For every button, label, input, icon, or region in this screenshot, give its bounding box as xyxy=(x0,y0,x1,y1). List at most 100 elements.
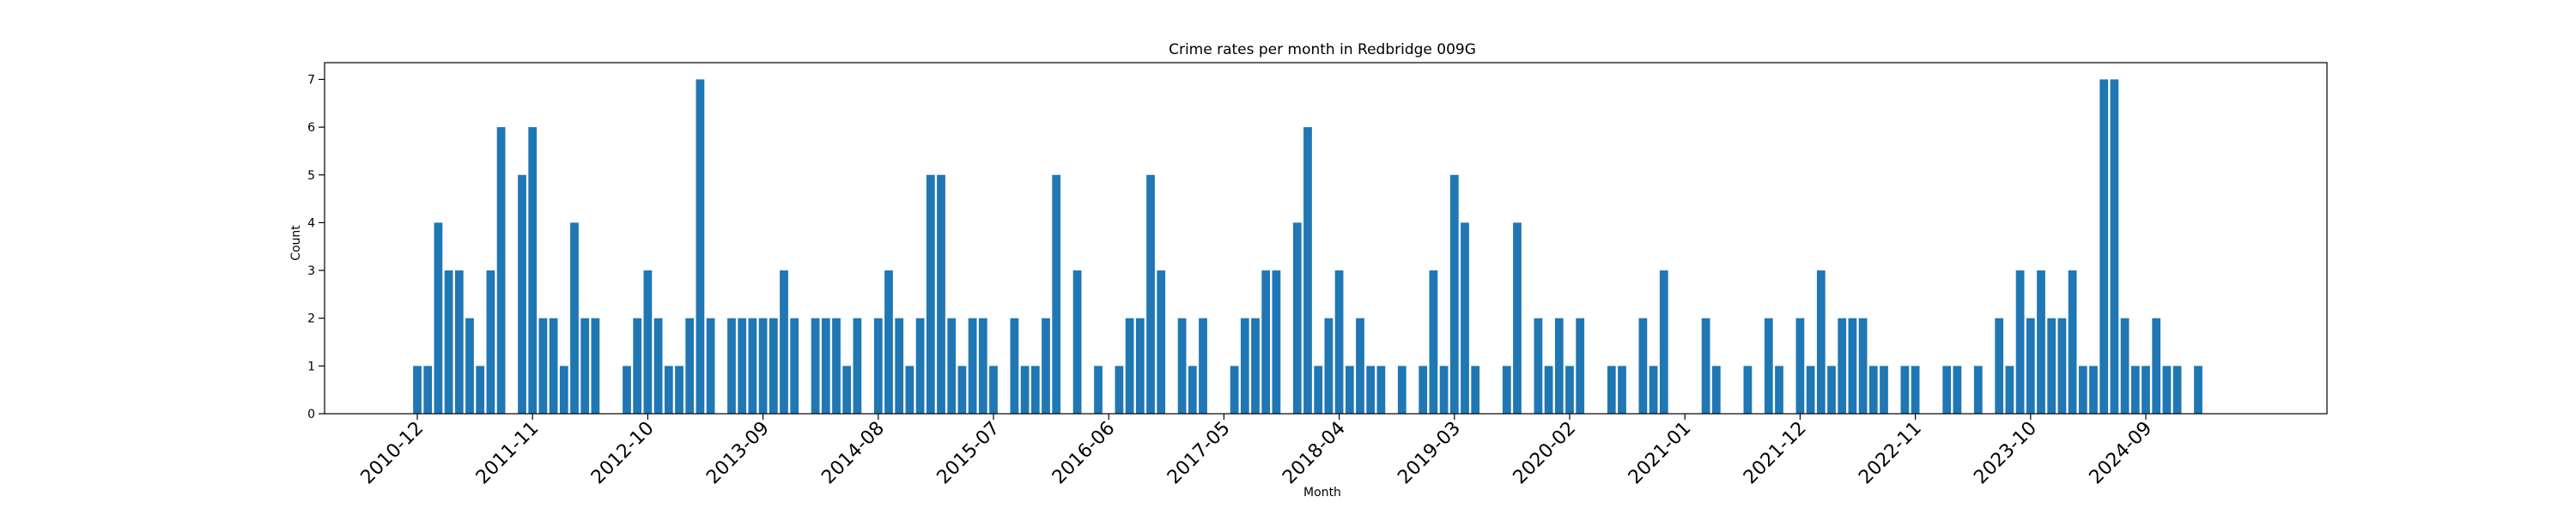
x-tick-label: 2022-11 xyxy=(1855,418,1926,489)
bar xyxy=(1292,222,1302,414)
bar xyxy=(738,318,747,414)
y-tick-label: 6 xyxy=(307,121,315,135)
x-tick-label: 2013-09 xyxy=(702,418,774,489)
bar xyxy=(1659,270,1668,414)
bar xyxy=(2026,318,2035,414)
x-tick-label: 2014-08 xyxy=(817,418,889,489)
y-axis: 0 1 2 3 4 5 6 7 xyxy=(307,73,325,421)
bar xyxy=(2099,79,2109,414)
bar xyxy=(1618,366,1626,414)
bar xyxy=(758,318,768,414)
bar xyxy=(1848,318,1857,414)
x-tick-label: 2010-12 xyxy=(357,418,428,489)
bar xyxy=(2015,270,2025,414)
bar xyxy=(1094,366,1103,414)
bar xyxy=(968,318,977,414)
bar xyxy=(2172,366,2182,414)
bar xyxy=(2057,318,2067,414)
bar xyxy=(570,222,579,414)
bar xyxy=(1942,366,1952,414)
bar xyxy=(769,318,778,414)
bar xyxy=(1042,318,1050,414)
bar xyxy=(1177,318,1187,414)
bar xyxy=(1775,366,1783,414)
bar xyxy=(1135,318,1145,414)
bar xyxy=(1345,366,1354,414)
y-tick-label: 0 xyxy=(307,408,315,421)
bar xyxy=(1827,366,1836,414)
bar xyxy=(1838,318,1847,414)
x-tick-label: 2015-07 xyxy=(933,418,1005,489)
bar xyxy=(1638,318,1648,414)
y-axis-label: Count xyxy=(289,225,303,261)
bar xyxy=(2162,366,2172,414)
bar xyxy=(1806,366,1815,414)
bar xyxy=(842,366,852,414)
bar xyxy=(1324,318,1334,414)
bar xyxy=(1366,366,1376,414)
y-tick-label: 7 xyxy=(307,73,315,87)
y-tick-label: 2 xyxy=(307,312,315,326)
bar xyxy=(2037,270,2045,414)
bar xyxy=(1146,174,1155,414)
bar xyxy=(1230,366,1239,414)
bar xyxy=(832,318,841,414)
x-axis: 2010-12 2011-11 2012-10 2013-09 2014-08 2015-… xyxy=(357,414,2156,489)
bar xyxy=(2152,318,2161,414)
bar xyxy=(1858,318,1868,414)
bar xyxy=(1544,366,1553,414)
bar xyxy=(1010,318,1019,414)
bar xyxy=(1303,127,1312,414)
bar xyxy=(1953,366,1962,414)
x-tick-label: 2016-06 xyxy=(1048,418,1120,489)
bar xyxy=(811,318,820,414)
bar xyxy=(895,318,904,414)
bar xyxy=(2194,366,2202,414)
bar xyxy=(1461,222,1469,414)
y-tick-label: 1 xyxy=(307,360,315,373)
bar xyxy=(675,366,683,414)
bar xyxy=(706,318,715,414)
x-tick-label: 2021-12 xyxy=(1740,418,1811,489)
bar xyxy=(1449,174,1459,414)
bar xyxy=(780,270,788,414)
bar xyxy=(434,222,443,414)
bar xyxy=(1314,366,1323,414)
bar xyxy=(1607,366,1616,414)
bar xyxy=(633,318,642,414)
bar xyxy=(2130,366,2140,414)
bar xyxy=(1880,366,1888,414)
bar xyxy=(2089,366,2098,414)
bar xyxy=(1471,366,1480,414)
bar xyxy=(1376,366,1386,414)
bar xyxy=(1272,270,1281,414)
bar xyxy=(1868,366,1878,414)
bar xyxy=(1534,318,1543,414)
bar xyxy=(1429,270,1438,414)
bar xyxy=(696,79,705,414)
bar xyxy=(1576,318,1585,414)
bar xyxy=(2120,318,2129,414)
bar xyxy=(989,366,998,414)
bar xyxy=(853,318,862,414)
bar xyxy=(580,318,590,414)
bar xyxy=(549,318,558,414)
bar xyxy=(790,318,799,414)
bar xyxy=(957,366,967,414)
bar xyxy=(486,270,495,414)
bar xyxy=(476,366,485,414)
bar xyxy=(1995,318,2004,414)
bar xyxy=(1052,174,1061,414)
bar xyxy=(653,318,663,414)
bar xyxy=(1973,366,1983,414)
y-tick-label: 4 xyxy=(307,216,315,230)
y-tick-label: 3 xyxy=(307,264,315,278)
bar xyxy=(1502,366,1511,414)
bar xyxy=(873,318,883,414)
bar xyxy=(1199,318,1207,414)
bar xyxy=(2005,366,2014,414)
chart-title: Crime rates per month in Redbridge 009G xyxy=(1169,41,1476,58)
bar xyxy=(1911,366,1920,414)
bar xyxy=(1816,270,1826,414)
